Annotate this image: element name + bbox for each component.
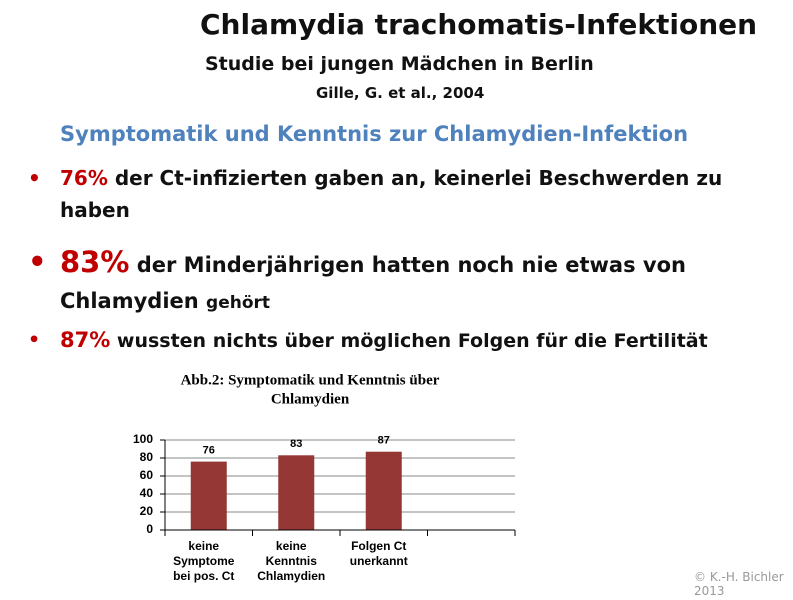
y-tick-label: 20 [140, 504, 154, 518]
copyright-line: 2013 [694, 584, 725, 598]
bar [278, 455, 315, 530]
value-label: 83 [290, 438, 302, 450]
y-tick-label: 100 [133, 432, 153, 446]
bullet-highlight: 76% [60, 166, 108, 190]
chart-title: Chlamydien [271, 391, 350, 407]
x-tick-label: Kenntnis [266, 554, 318, 568]
slide-title: Chlamydia trachomatis-Infektionen [200, 8, 758, 41]
x-tick-label: bei pos. Ct [173, 569, 234, 583]
copyright: © K.-H. Bichler 2013 [694, 570, 784, 598]
bullet-highlight: 87% [60, 328, 111, 352]
bullet-highlight: 83% [60, 245, 130, 279]
bar [365, 451, 402, 530]
x-tick-label: Chlamydien [257, 569, 325, 583]
y-tick-label: 60 [140, 468, 154, 482]
bullet-small: gehört [206, 293, 271, 313]
bar [190, 461, 227, 530]
slide-heading: Symptomatik und Kenntnis zur Chlamydien-… [60, 122, 689, 146]
chart-title: Abb.2: Symptomatik und Kenntnis über [181, 372, 440, 388]
x-tick-label: keine [188, 539, 219, 553]
bullet: • 83% der Minderjährigen hatten noch nie … [28, 244, 760, 321]
bullet: • 76% der Ct-infizierten gaben an, keiner… [28, 162, 760, 226]
bullet-dot: • [28, 166, 41, 190]
y-tick-label: 80 [140, 450, 154, 464]
y-tick-label: 0 [146, 522, 153, 536]
slide-subtitle: Studie bei jungen Mädchen in Berlin [205, 53, 594, 75]
bullet-text: der Ct-infizierten gaben an, keinerlei B… [60, 166, 723, 222]
bullet-text: wussten nichts über möglichen Folgen für… [116, 330, 708, 352]
copyright-line: © K.-H. Bichler [694, 570, 784, 584]
value-label: 76 [203, 445, 215, 457]
value-label: 87 [378, 435, 390, 447]
x-tick-label: keine [276, 539, 307, 553]
y-tick-label: 40 [140, 486, 154, 500]
bullet-text: der Minderjährigen hatten noch nie etwas… [60, 253, 686, 313]
bullet-dot: • [28, 245, 47, 279]
slide-source: Gille, G. et al., 2004 [316, 84, 485, 102]
x-tick-label: unerkannt [350, 554, 408, 568]
bullet-dot: • [28, 329, 41, 351]
x-tick-label: Symptome [173, 554, 235, 568]
bullet: • 87% wussten nichts über möglichen Folge… [28, 326, 760, 355]
x-tick-label: Folgen Ct [351, 539, 406, 553]
